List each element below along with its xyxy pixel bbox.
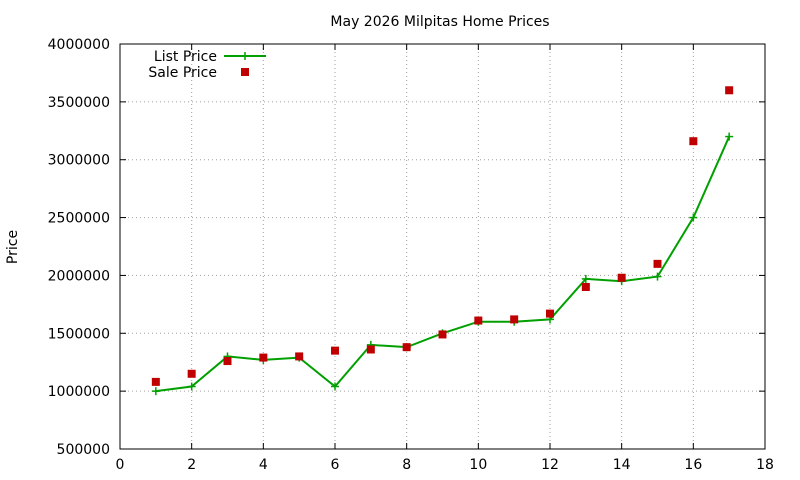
sale-price-point bbox=[259, 353, 268, 362]
y-tick-label: 4000000 bbox=[48, 37, 110, 53]
sale-price-point bbox=[366, 345, 375, 354]
sale-price-point bbox=[617, 273, 626, 282]
plot-area bbox=[151, 86, 734, 396]
sale-price-point bbox=[510, 315, 519, 324]
list-price-point bbox=[151, 387, 160, 396]
sale-price-point bbox=[331, 346, 339, 355]
sale-price-point bbox=[438, 330, 447, 339]
sale-price-point bbox=[689, 137, 698, 146]
sale-price-point bbox=[151, 377, 160, 386]
x-tick-label: 12 bbox=[541, 457, 559, 473]
x-tick-label: 6 bbox=[331, 457, 340, 473]
x-tick-label: 16 bbox=[684, 457, 702, 473]
sale-price-point bbox=[581, 283, 590, 291]
list-price-point bbox=[331, 382, 339, 391]
legend-label-list-price: List Price bbox=[154, 49, 217, 65]
x-tick-label: 2 bbox=[187, 457, 196, 473]
sale-price-point bbox=[653, 259, 662, 268]
y-tick-label: 1000000 bbox=[48, 384, 110, 400]
x-tick-label: 14 bbox=[613, 457, 631, 473]
y-tick-label: 2000000 bbox=[48, 268, 110, 284]
list-price-line bbox=[155, 136, 731, 393]
sale-price-point bbox=[187, 369, 196, 378]
sale-price-point bbox=[725, 86, 734, 95]
chart-title: May 2026 Milpitas Home Prices bbox=[330, 14, 549, 30]
x-tick-label: 18 bbox=[756, 457, 774, 473]
y-tick-label: 500000 bbox=[57, 442, 110, 458]
sale-price-point bbox=[402, 343, 411, 352]
sale-price-point bbox=[223, 357, 232, 366]
grid-lines bbox=[120, 44, 765, 449]
axes: 500000 1000000 1500000 2000000 2500000 300000… bbox=[48, 37, 774, 473]
list-price-point bbox=[725, 132, 734, 141]
x-tick-label: 4 bbox=[259, 457, 268, 473]
list-price-point bbox=[581, 274, 590, 283]
sale-price-point bbox=[474, 316, 483, 325]
x-tick-label: 10 bbox=[469, 457, 487, 473]
x-tick-label: 8 bbox=[402, 457, 411, 473]
plot-frame bbox=[119, 43, 766, 450]
y-tick-label: 2500000 bbox=[48, 211, 110, 227]
y-axis-label: Price bbox=[5, 230, 21, 264]
y-tick-label: 1500000 bbox=[48, 326, 110, 342]
y-tick-label: 3500000 bbox=[48, 95, 110, 111]
y-tick-label: 3000000 bbox=[48, 153, 110, 169]
sale-price-point bbox=[295, 352, 304, 361]
list-price-point bbox=[689, 213, 698, 222]
sale-price-point bbox=[546, 309, 554, 318]
list-price-point bbox=[187, 382, 196, 391]
x-tick-label: 0 bbox=[116, 457, 125, 473]
legend-label-sale-price: Sale Price bbox=[148, 65, 217, 81]
list-price-point bbox=[653, 272, 662, 281]
legend-marker-list-price bbox=[241, 52, 249, 60]
legend-marker-sale-price bbox=[241, 68, 249, 76]
